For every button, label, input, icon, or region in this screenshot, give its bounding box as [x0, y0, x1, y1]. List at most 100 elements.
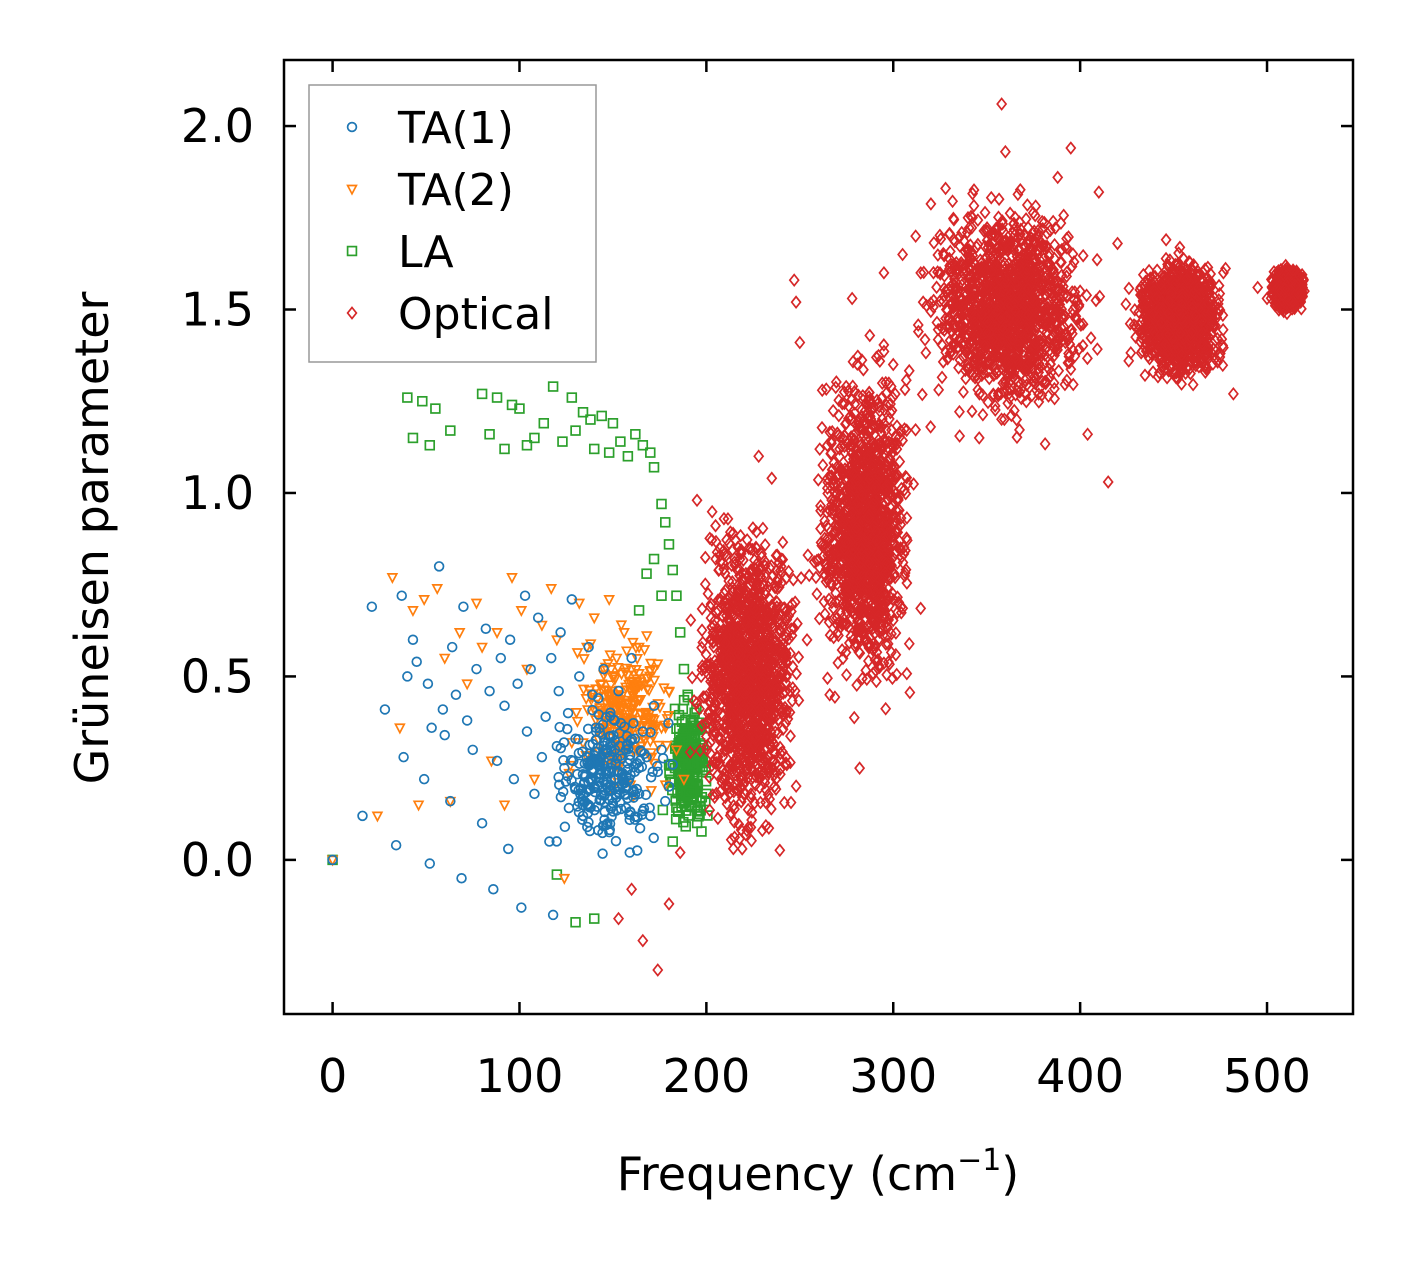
optical-point: [713, 732, 725, 746]
ta-2-point: [597, 670, 610, 682]
optical-point: [780, 650, 792, 665]
optical-point: [743, 671, 755, 686]
ta-1-point: [519, 590, 531, 601]
optical-point: [784, 755, 796, 770]
optical-point: [718, 511, 730, 526]
optical-point: [696, 718, 708, 733]
ta-2-point: [476, 642, 488, 654]
ta-1-point: [521, 726, 533, 737]
ta-2-point: [663, 687, 676, 699]
la-point: [669, 703, 681, 715]
optical-point: [738, 686, 750, 701]
ta-1-point: [555, 627, 566, 638]
ta-2-point: [602, 659, 614, 671]
ta-1-point: [613, 781, 625, 793]
optical-point: [740, 566, 752, 581]
optical-point: [878, 344, 890, 359]
ta-2-point: [630, 643, 642, 655]
series-la: [327, 381, 713, 928]
la-point: [407, 432, 419, 444]
ta-2-point: [634, 694, 647, 706]
la-point: [641, 568, 652, 579]
optical-point: [779, 601, 791, 615]
optical-point: [763, 608, 775, 622]
ta-2-point: [571, 648, 584, 660]
optical-point: [736, 638, 748, 653]
optical-point: [722, 511, 734, 526]
optical-point: [706, 758, 718, 773]
ta-1-point: [608, 730, 619, 741]
optical-point: [754, 780, 766, 795]
optical-point: [716, 652, 728, 667]
optical-point: [881, 667, 893, 682]
ta-1-point: [488, 883, 499, 895]
optical-point: [756, 726, 768, 741]
optical-point: [704, 600, 716, 614]
la-point: [657, 804, 669, 816]
ta-1-point: [504, 634, 516, 645]
la-point: [547, 381, 559, 392]
ta-1-point: [450, 689, 462, 701]
ta-2-point: [551, 635, 563, 647]
series-ta-2-: [326, 572, 690, 885]
ta-1-point: [566, 594, 578, 605]
optical-point: [750, 603, 762, 618]
optical-point: [910, 422, 922, 437]
optical-point: [812, 472, 824, 487]
la-point: [688, 734, 700, 745]
la-point: [674, 627, 686, 638]
optical-point: [729, 830, 741, 845]
la-point: [637, 440, 649, 451]
optical-point: [736, 620, 748, 635]
ta-1-point: [476, 817, 488, 829]
optical-point: [901, 533, 913, 548]
optical-point: [751, 580, 763, 595]
optical-point: [781, 704, 793, 718]
la-point: [671, 590, 682, 601]
optical-point: [901, 666, 913, 681]
la-point: [663, 759, 675, 771]
optical-point: [999, 144, 1011, 159]
ta-2-point: [631, 654, 644, 666]
optical-point: [785, 604, 797, 619]
ta-2-point: [627, 637, 639, 649]
optical-point: [756, 701, 768, 716]
optical-point: [727, 585, 739, 600]
optical-point: [863, 385, 875, 400]
optical-point: [904, 685, 916, 700]
optical-point: [694, 743, 706, 758]
optical-point: [705, 597, 717, 611]
optical-point: [778, 660, 790, 674]
ta-1-point: [645, 772, 657, 783]
optical-point: [791, 616, 803, 631]
la-point: [677, 731, 688, 743]
optical-point: [696, 623, 708, 638]
ta-1-point: [615, 750, 626, 762]
ta-1-point: [540, 711, 551, 723]
optical-point: [707, 720, 719, 735]
optical-point: [767, 685, 779, 700]
optical-point: [725, 746, 737, 761]
optical-point: [822, 531, 834, 546]
optical-point: [751, 566, 763, 581]
ta-1-point: [545, 652, 557, 664]
optical-point: [710, 518, 722, 533]
optical-point: [816, 383, 828, 398]
optical-point: [741, 738, 753, 753]
optical-point: [725, 651, 737, 665]
optical-point: [973, 431, 985, 445]
optical-point: [774, 622, 785, 637]
la-point: [607, 418, 619, 429]
ta-2-point: [558, 873, 571, 885]
optical-point: [886, 586, 898, 600]
la-point: [692, 806, 704, 817]
ta-2-point: [629, 680, 642, 692]
ta-1-point: [637, 805, 649, 817]
optical-point: [738, 670, 750, 685]
optical-point: [751, 525, 762, 539]
ta-2-point: [646, 720, 659, 732]
optical-point: [726, 678, 738, 692]
ta-2-point: [604, 696, 617, 708]
ta-1-point: [626, 652, 637, 664]
ta-2-point: [470, 598, 483, 610]
